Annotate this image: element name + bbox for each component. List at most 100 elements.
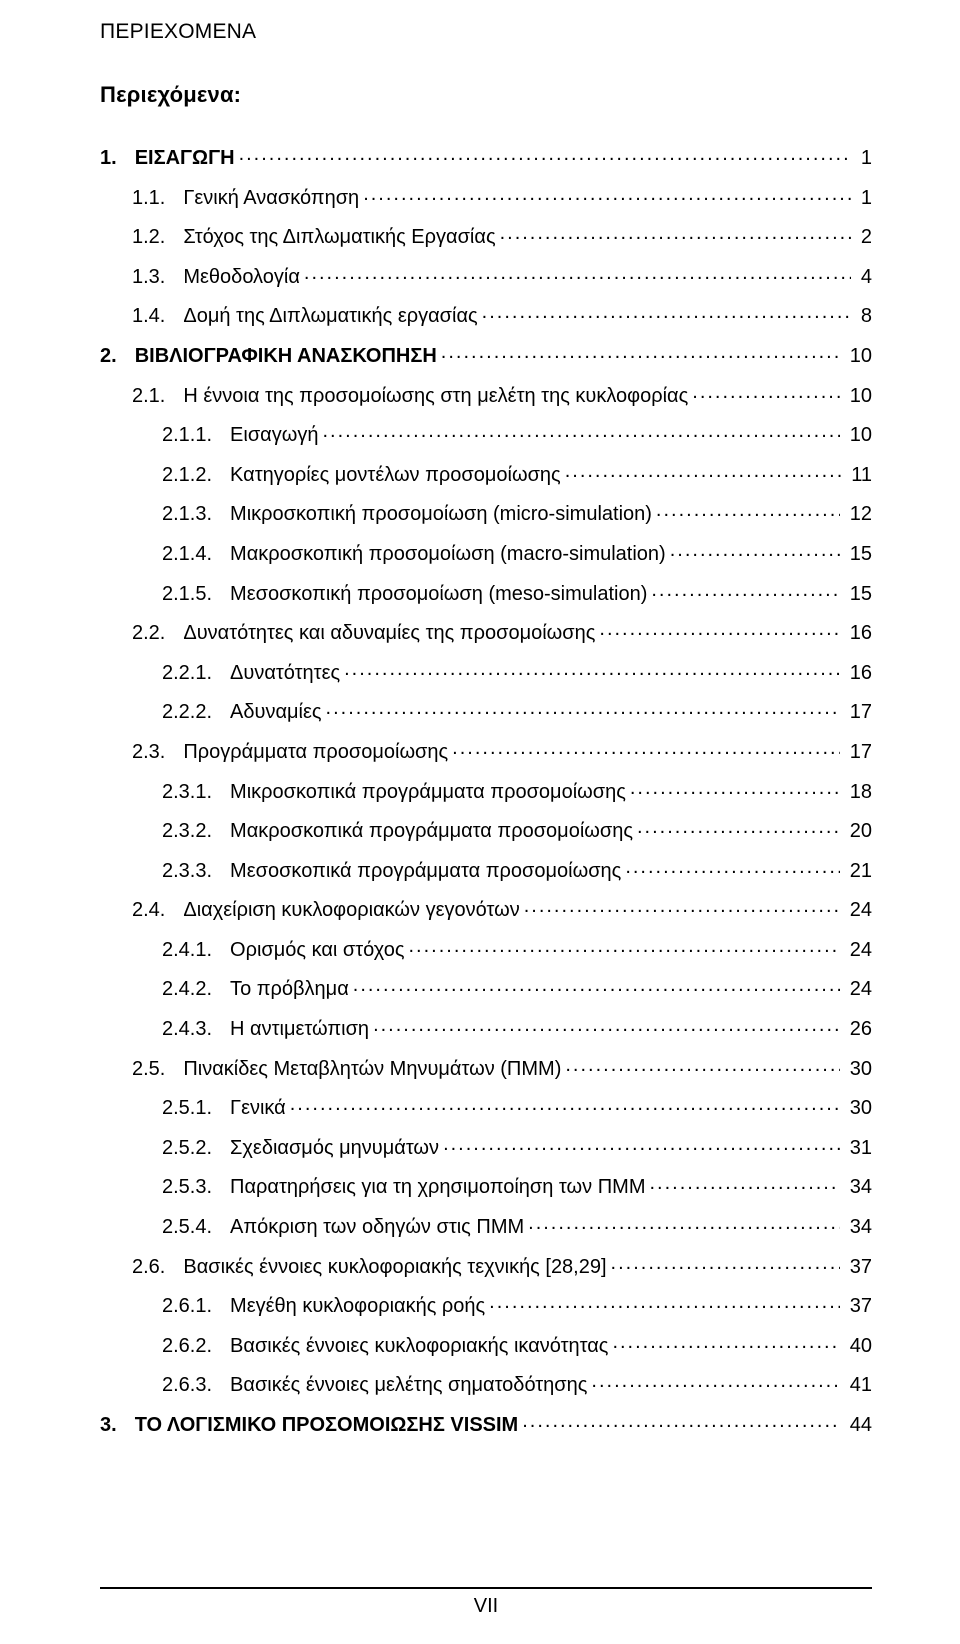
toc-entry-label: Μακροσκοπική προσομοίωση (macro-simulati… (230, 544, 666, 564)
toc-entry-label: Μικροσκοπικά προγράμματα προσομοίωσης (230, 782, 626, 802)
toc-entry: 2.6.Βασικές έννοιες κυκλοφοριακής τεχνικ… (100, 1253, 872, 1277)
toc-entry-page: 30 (844, 1098, 872, 1118)
toc-entry-label: Παρατηρήσεις για τη χρησιμοποίηση των ΠΜ… (230, 1177, 645, 1197)
toc-entry-number: 1.2. (132, 227, 183, 247)
toc-entry-page: 24 (844, 900, 872, 920)
page-number: VII (100, 1595, 872, 1618)
toc-entry: 2.4.1.Ορισμός και στόχος24 (100, 936, 872, 960)
toc-leader-dots (611, 1253, 840, 1273)
toc-entry: 1.4.Δομή της Διπλωματικής εργασίας8 (100, 302, 872, 326)
toc-leader-dots (482, 302, 851, 322)
toc-leader-dots (489, 1292, 840, 1312)
toc-entry-label: ΕΙΣΑΓΩΓΗ (135, 148, 235, 168)
toc-entry-label: Πινακίδες Μεταβλητών Μηνυμάτων (ΠΜΜ) (183, 1059, 561, 1079)
toc-entry-number: 2.3.3. (162, 861, 230, 881)
toc-entry: 1.3.Μεθοδολογία4 (100, 263, 872, 287)
toc-entry: 2.6.2.Βασικές έννοιες κυκλοφοριακής ικαν… (100, 1332, 872, 1356)
toc-entry-page: 10 (844, 386, 872, 406)
toc-entry-page: 15 (844, 544, 872, 564)
toc-entry-label: Δυνατότητες και αδυναμίες της προσομοίωσ… (183, 623, 595, 643)
toc-entry-label: Γενικά (230, 1098, 286, 1118)
toc-entry-number: 2.1.1. (162, 425, 230, 445)
toc-entry-number: 2.1. (132, 386, 183, 406)
toc-entry: 2.1.1.Εισαγωγή10 (100, 421, 872, 445)
toc-entry: 2.2.2.Αδυναμίες17 (100, 698, 872, 722)
toc-entry-page: 10 (844, 346, 872, 366)
toc-entry-label: ΤΟ ΛΟΓΙΣΜΙΚΟ ΠΡΟΣΟΜΟΙΩΣΗΣ VISSIM (135, 1415, 519, 1435)
toc-leader-dots (528, 1213, 840, 1233)
toc-entry: 2.3.3.Μεσοσκοπικά προγράμματα προσομοίωσ… (100, 857, 872, 881)
toc-entry-page: 4 (855, 267, 872, 287)
toc-leader-dots (353, 975, 840, 995)
toc-leader-dots (656, 500, 840, 520)
toc-entry: 2.5.1.Γενικά 30 (100, 1094, 872, 1118)
toc-entry-page: 40 (844, 1336, 872, 1356)
toc-entry-page: 1 (855, 148, 872, 168)
toc-entry-number: 2.4.3. (162, 1019, 230, 1039)
toc-entry: 2.1.2.Κατηγορίες μοντέλων προσομοίωσης11 (100, 461, 872, 485)
toc-leader-dots (630, 778, 840, 798)
toc-entry: 2.6.1.Μεγέθη κυκλοφοριακής ροής 37 (100, 1292, 872, 1316)
toc-entry-number: 2.5. (132, 1059, 183, 1079)
toc-entry-number: 2.6.1. (162, 1296, 230, 1316)
toc-entry: 2.1.4.Μακροσκοπική προσομοίωση (macro-si… (100, 540, 872, 564)
toc-entry: 2.1.Η έννοια της προσομοίωσης στη μελέτη… (100, 382, 872, 406)
toc-entry-number: 2.4.1. (162, 940, 230, 960)
toc-entry-page: 8 (855, 306, 872, 326)
toc-leader-dots (322, 421, 839, 441)
toc-entry-label: Προγράμματα προσομοίωσης (183, 742, 448, 762)
toc-entry-number: 2.5.3. (162, 1177, 230, 1197)
toc-entry-number: 1.4. (132, 306, 183, 326)
toc-leader-dots (524, 896, 840, 916)
toc-entry: 2.6.3.Βασικές έννοιες μελέτης σηματοδότη… (100, 1371, 872, 1395)
toc-leader-dots (692, 382, 839, 402)
toc-entry-page: 12 (844, 504, 872, 524)
toc-entry-number: 2.6.2. (162, 1336, 230, 1356)
toc-leader-dots (408, 936, 839, 956)
toc-entry-number: 3. (100, 1415, 135, 1435)
toc-entry-number: 2.5.4. (162, 1217, 230, 1237)
toc-entry-page: 17 (844, 702, 872, 722)
footer-rule (100, 1587, 872, 1589)
toc-entry: 2.5.2.Σχεδιασμός μηνυμάτων31 (100, 1134, 872, 1158)
toc-entry-number: 2.1.5. (162, 584, 230, 604)
toc-entry: 2.5.Πινακίδες Μεταβλητών Μηνυμάτων (ΠΜΜ)… (100, 1055, 872, 1079)
toc-entry-page: 37 (844, 1296, 872, 1316)
toc-leader-dots (363, 184, 851, 204)
toc-leader-dots (637, 817, 840, 837)
toc-entry-page: 30 (844, 1059, 872, 1079)
toc-entry-page: 44 (844, 1415, 872, 1435)
toc-entry-page: 15 (844, 584, 872, 604)
toc-entry-page: 16 (844, 663, 872, 683)
toc-entry-label: Ορισμός και στόχος (230, 940, 404, 960)
toc-entry: 2.5.3.Παρατηρήσεις για τη χρησιμοποίηση … (100, 1173, 872, 1197)
toc-entry-label: ΒΙΒΛΙΟΓΡΑΦΙΚΗ ΑΝΑΣΚΟΠΗΣΗ (135, 346, 437, 366)
toc-entry-number: 1.1. (132, 188, 183, 208)
toc-leader-dots (625, 857, 839, 877)
toc-entry-number: 2.1.2. (162, 465, 230, 485)
page-header: ΠΕΡΙΕΧΟΜΕΝΑ (100, 20, 872, 44)
toc-leader-dots (500, 223, 851, 243)
toc-entry-number: 2.1.4. (162, 544, 230, 564)
toc-entry-page: 18 (844, 782, 872, 802)
page-footer: VII (100, 1587, 872, 1618)
table-of-contents: 1.ΕΙΣΑΓΩΓΗ11.1.Γενική Ανασκόπηση11.2.Στό… (100, 144, 872, 1435)
toc-leader-dots (441, 342, 840, 362)
toc-entry-number: 2. (100, 346, 135, 366)
toc-entry: 2.ΒΙΒΛΙΟΓΡΑΦΙΚΗ ΑΝΑΣΚΟΠΗΣΗ 10 (100, 342, 872, 366)
toc-entry: 2.2.1.Δυνατότητες16 (100, 659, 872, 683)
toc-entry-label: Μικροσκοπική προσομοίωση (micro-simulati… (230, 504, 652, 524)
toc-entry-label: Μεσοσκοπική προσομοίωση (meso-simulation… (230, 584, 647, 604)
toc-entry: 1.1.Γενική Ανασκόπηση1 (100, 184, 872, 208)
toc-entry-page: 17 (844, 742, 872, 762)
toc-entry-label: Μεθοδολογία (183, 267, 300, 287)
toc-entry-number: 2.5.1. (162, 1098, 230, 1118)
toc-entry-label: Μεγέθη κυκλοφοριακής ροής (230, 1296, 485, 1316)
toc-entry: 2.2.Δυνατότητες και αδυναμίες της προσομ… (100, 619, 872, 643)
toc-leader-dots (239, 144, 851, 164)
toc-entry-page: 34 (844, 1177, 872, 1197)
toc-entry-page: 37 (844, 1257, 872, 1277)
toc-entry-label: Δυνατότητες (230, 663, 340, 683)
toc-entry: 1.ΕΙΣΑΓΩΓΗ1 (100, 144, 872, 168)
toc-entry-page: 26 (844, 1019, 872, 1039)
